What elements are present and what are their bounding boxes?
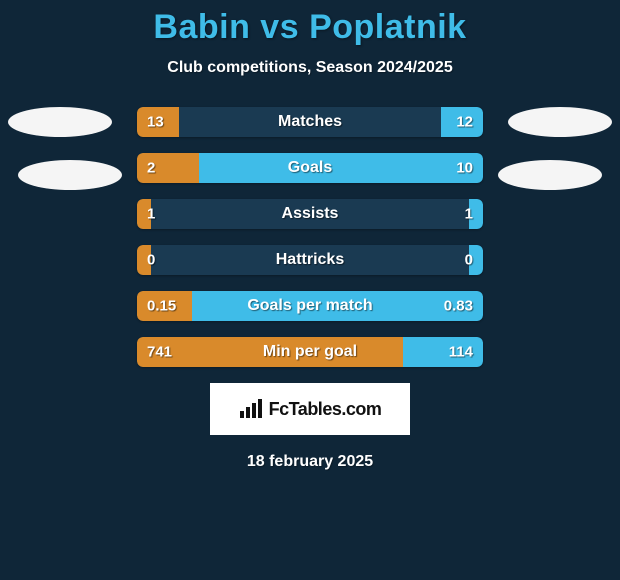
page-title: Babin vs Poplatnik [153,8,466,46]
player-left-name: Babin [153,8,250,46]
stat-label: Min per goal [137,343,483,361]
avatar-right-1 [508,107,612,137]
stat-row: 0.150.83Goals per match [137,291,483,321]
stat-label: Goals [137,159,483,177]
content: 1312Matches 210Goals 11Assists 00Hattricks 0… [0,107,620,471]
stat-row: 00Hattricks [137,245,483,275]
avatar-left-2 [18,160,122,190]
stat-label: Matches [137,113,483,131]
stat-row: 741114Min per goal [137,337,483,367]
stat-row: 1312Matches [137,107,483,137]
brand-badge: FcTables.com [210,383,410,435]
chart-icon [239,399,263,419]
player-right-name: Poplatnik [309,8,467,46]
avatar-left-1 [8,107,112,137]
stat-row: 11Assists [137,199,483,229]
stats-container: 1312Matches 210Goals 11Assists 00Hattricks 0… [137,107,483,367]
stat-label: Assists [137,205,483,223]
date-label: 18 february 2025 [0,453,620,471]
avatar-right-2 [498,160,602,190]
brand-text: FcTables.com [269,399,382,420]
stat-label: Goals per match [137,297,483,315]
subtitle: Club competitions, Season 2024/2025 [0,59,620,77]
vs-label: vs [260,8,299,46]
stat-label: Hattricks [137,251,483,269]
title-wrap: Babin vs Poplatnik [0,0,620,47]
stat-row: 210Goals [137,153,483,183]
